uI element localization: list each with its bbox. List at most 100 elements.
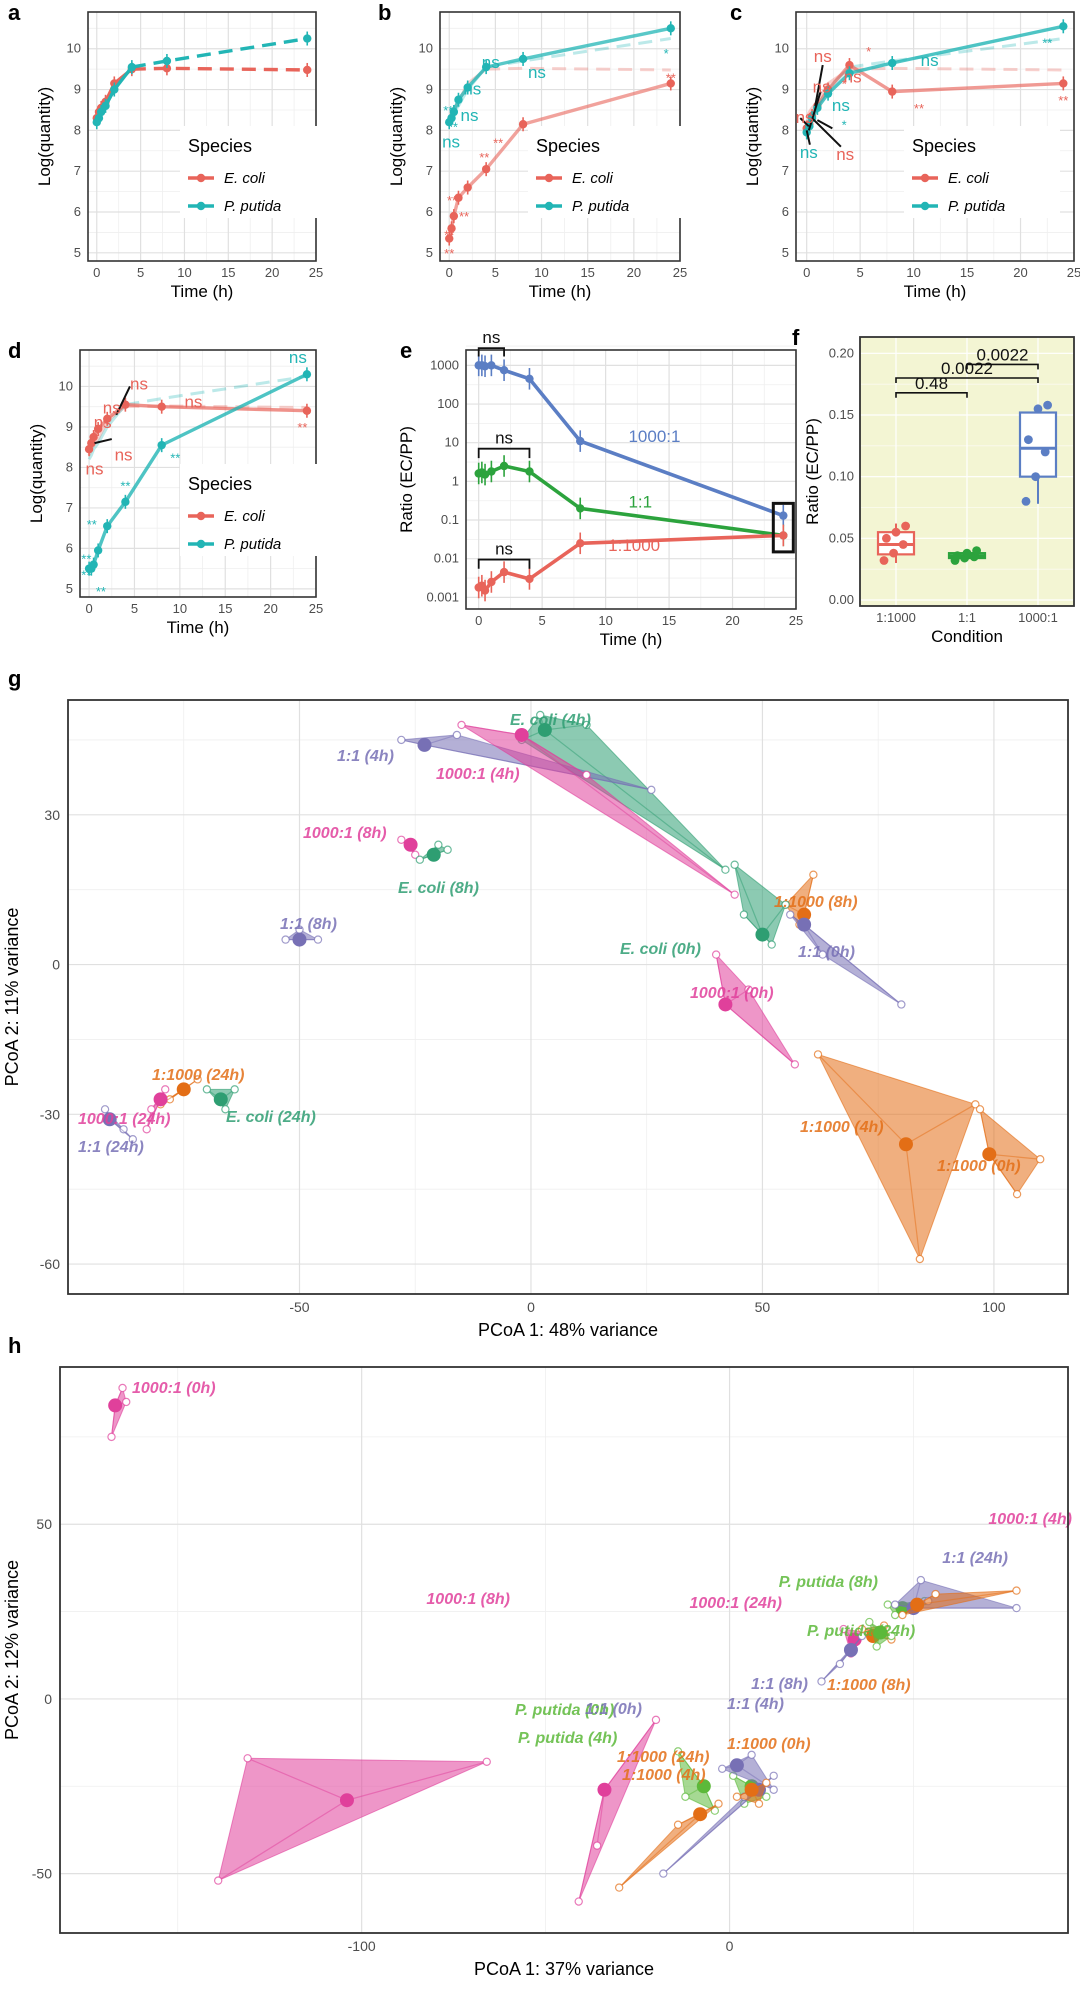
significance-label: **: [479, 150, 489, 165]
y-tick-label: 100: [437, 396, 459, 411]
legend-key-dot: [196, 539, 206, 549]
sample-point: [897, 1000, 906, 1009]
bracket-label: ns: [495, 429, 513, 448]
sample-point: [890, 1600, 900, 1609]
group-centroid: [797, 907, 812, 922]
y-axis-title: Log(quantity): [27, 424, 46, 523]
spider-line: [618, 1813, 701, 1889]
sample-point: [769, 1785, 778, 1794]
data-point: [454, 193, 463, 202]
legend-item-label: P. putida: [572, 198, 629, 215]
significance-label: **: [87, 517, 97, 532]
data-point: [487, 577, 496, 587]
data-point: [302, 370, 312, 379]
significance-label: **: [297, 420, 307, 435]
plot-frame: [67, 699, 1069, 1295]
spider-line: [905, 1103, 976, 1145]
sample-point: [809, 870, 818, 879]
group-label: 1:1 (0h): [798, 944, 855, 961]
significance-label: **: [1042, 36, 1052, 51]
x-tick-label: 0: [726, 1938, 734, 1954]
x-tick-label: 0: [475, 613, 482, 628]
series-line-dashed: [849, 37, 1064, 69]
legend-item-label: E. coli: [948, 170, 990, 187]
y-axis-title: Ratio (EC/PP): [803, 418, 822, 525]
series-label: 1000:1: [628, 427, 680, 446]
y-tick-label: 0.10: [829, 469, 854, 484]
sample-point: [415, 855, 425, 864]
x-tick-label: 20: [1013, 265, 1027, 280]
group-label: 1:1000 (0h): [937, 1158, 1021, 1175]
group-centroid: [982, 1147, 997, 1162]
data-point: [110, 85, 119, 94]
sample-point: [786, 910, 795, 919]
group-centroid: [744, 1782, 759, 1797]
data-point: [499, 461, 509, 471]
group-centroid: [417, 737, 432, 752]
significance-label: ns: [86, 459, 104, 478]
sample-point: [857, 1624, 867, 1634]
legend-key-dot: [920, 173, 930, 183]
x-tick-label: 25: [309, 265, 323, 280]
spider-line: [578, 1789, 606, 1902]
y-tick-label: 8: [66, 459, 73, 474]
legend-item-label: E. coli: [224, 170, 266, 187]
y-tick-label: -30: [40, 1106, 60, 1122]
data-point: [96, 107, 106, 117]
spider-line: [917, 1590, 1017, 1606]
group-label: P. putida (0h): [515, 1702, 614, 1719]
y-tick-label: 6: [74, 204, 81, 219]
data-point: [121, 497, 130, 507]
y-tick-label: 50: [36, 1516, 52, 1532]
significance-label: **: [444, 227, 454, 242]
sample-point: [221, 1105, 230, 1114]
y-tick-label: 0: [52, 957, 60, 973]
plot-frame: [795, 11, 1075, 262]
x-axis-title: Time (h): [167, 618, 230, 637]
data-point: [445, 234, 454, 243]
group-centroid: [693, 1807, 708, 1822]
group-centroid: [339, 1793, 354, 1808]
data-point: [779, 531, 788, 540]
plot-frame: [859, 336, 1075, 607]
group-label: 1000:1 (8h): [303, 825, 387, 842]
data-point: [93, 424, 103, 434]
comparison-bracket: [895, 377, 1039, 383]
group-centroid: [292, 932, 307, 947]
significance-label: ns: [103, 399, 121, 418]
y-axis-title: Log(quantity): [35, 87, 54, 186]
sample-point: [673, 1820, 683, 1829]
sample-point: [213, 1876, 223, 1885]
sample-point: [769, 1771, 778, 1780]
significance-label: ns: [832, 96, 850, 115]
significance-label: ns: [921, 51, 939, 70]
y-tick-label: 0.15: [829, 407, 854, 422]
panel-label-b: b: [378, 0, 391, 25]
sample-point: [762, 1792, 771, 1801]
spider-line: [217, 1799, 348, 1882]
legend-item-label: E. coli: [224, 508, 266, 525]
x-axis-title: PCoA 1: 48% variance: [478, 1320, 658, 1340]
spider-line: [979, 1109, 990, 1155]
x-tick-label: 25: [789, 613, 803, 628]
y-tick-label: 8: [782, 122, 789, 137]
spider-line: [734, 864, 764, 935]
sample-point: [119, 1125, 128, 1134]
y-tick-label: 6: [782, 204, 789, 219]
group-centroid: [108, 1398, 123, 1413]
x-tick-label: 0: [93, 265, 100, 280]
data-point: [157, 402, 166, 411]
group-label: 1:1 (24h): [78, 1139, 144, 1156]
significance-label: **: [914, 101, 924, 116]
data-point: [576, 539, 585, 548]
sample-point: [730, 860, 739, 869]
leader-line: [811, 117, 842, 148]
box: [1018, 411, 1058, 478]
group-centroid: [213, 1092, 228, 1107]
data-point: [1031, 472, 1040, 482]
significance-label: ns: [130, 374, 148, 393]
legend-key-dot: [920, 201, 930, 211]
sample-point: [122, 1397, 131, 1407]
